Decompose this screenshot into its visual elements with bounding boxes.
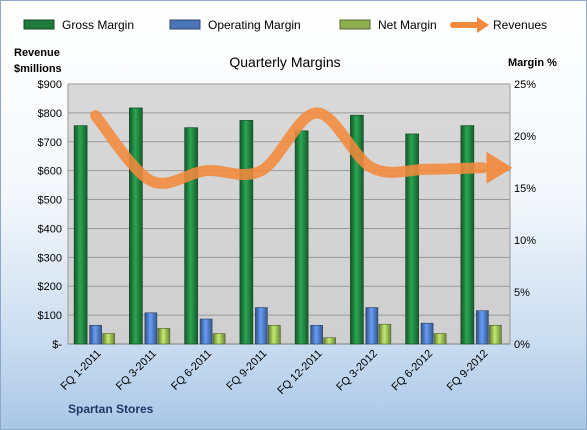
- legend-label: Gross Margin: [62, 18, 134, 32]
- right-tick-label: 20%: [514, 131, 536, 143]
- legend-label: Net Margin: [378, 18, 437, 32]
- legend-arrow: [477, 17, 489, 33]
- right-axis-label: Margin %: [508, 57, 557, 69]
- operating-margin-bar: [255, 307, 268, 345]
- x-tick-label: FQ 6-2011: [169, 348, 214, 393]
- net-margin-bar: [157, 328, 171, 345]
- legend: Gross Margin Operating Margin Net Margin Re…: [23, 17, 547, 33]
- net-margin-bar: [323, 337, 336, 345]
- legend-label: Operating Margin: [208, 18, 301, 32]
- legend-label: Revenues: [493, 18, 547, 32]
- x-tick-label: FQ 6-2012: [390, 348, 436, 394]
- right-tick-label: 15%: [514, 183, 536, 195]
- operating-margin-bar: [89, 324, 102, 345]
- x-axis-ticks: FQ 1-2011 FQ 3-2011 FQ 6-2011 FQ 9-2011 FQ 1…: [59, 348, 491, 397]
- x-tick-label: FQ 12-2011: [275, 348, 324, 397]
- left-tick-label: $100: [38, 310, 62, 322]
- right-tick-label: 0%: [514, 339, 530, 351]
- revenue-line: [90, 107, 513, 189]
- operating-margin-bar: [199, 318, 213, 345]
- operating-margin-bar: [420, 322, 434, 345]
- gross-margin-bar: [73, 125, 88, 345]
- left-tick-label: $600: [38, 166, 62, 178]
- left-tick-label: $800: [38, 108, 62, 120]
- net-margin-bar: [102, 333, 115, 345]
- net-margin-bar: [378, 323, 392, 345]
- left-axis-ticks: $- $100 $200 $300 $400 $500 $600 $700 $800 $900: [38, 79, 63, 351]
- operating-margin-bar: [310, 324, 323, 345]
- gross-margin-bar: [405, 133, 419, 345]
- right-tick-label: 25%: [514, 79, 536, 91]
- operating-margin-bar: [476, 310, 489, 345]
- legend-swatch: [23, 19, 55, 30]
- gross-margin-bar: [129, 107, 143, 345]
- footer-label: Spartan Stores: [68, 402, 154, 416]
- revenues-line: [90, 107, 488, 189]
- x-tick-label: FQ 3-2011: [114, 348, 159, 393]
- left-tick-label: $900: [38, 79, 62, 91]
- net-margin-bar: [489, 324, 502, 345]
- left-tick-label: $500: [38, 195, 62, 207]
- gross-margin-bar: [350, 114, 364, 345]
- left-tick-label: $700: [38, 137, 62, 149]
- legend-swatch: [169, 19, 201, 30]
- x-tick-label: FQ 1-2011: [59, 348, 104, 393]
- net-margin-bar: [433, 333, 447, 345]
- left-tick-label: $300: [38, 252, 62, 264]
- gross-margin-bar: [184, 127, 198, 345]
- x-tick-label: FQ 9-2011: [224, 348, 269, 393]
- operating-margin-bar: [365, 307, 379, 345]
- left-tick-label: $-: [52, 339, 62, 351]
- right-tick-label: 10%: [514, 235, 536, 247]
- right-axis-ticks: 0% 5% 10% 15% 20% 25%: [514, 79, 536, 351]
- gross-margin-bar: [239, 120, 254, 345]
- net-margin-bar: [268, 324, 281, 345]
- net-margin-bar: [212, 333, 226, 345]
- left-tick-label: $200: [38, 281, 62, 293]
- left-tick-label: $400: [38, 223, 62, 235]
- gross-margin-bar: [460, 125, 475, 345]
- chart-title: Quarterly Margins: [229, 54, 340, 70]
- gross-margin-bar: [294, 130, 309, 345]
- x-tick-label: FQ 3-2012: [334, 348, 380, 394]
- left-axis-label-line2: $millions: [14, 63, 62, 75]
- right-tick-label: 5%: [514, 287, 530, 299]
- legend-swatch: [339, 19, 371, 30]
- revenues-arrowhead: [486, 151, 513, 184]
- left-axis-label-line1: Revenue: [14, 47, 60, 59]
- x-tick-label: FQ 9-2012: [445, 348, 491, 394]
- operating-margin-bar: [144, 312, 158, 345]
